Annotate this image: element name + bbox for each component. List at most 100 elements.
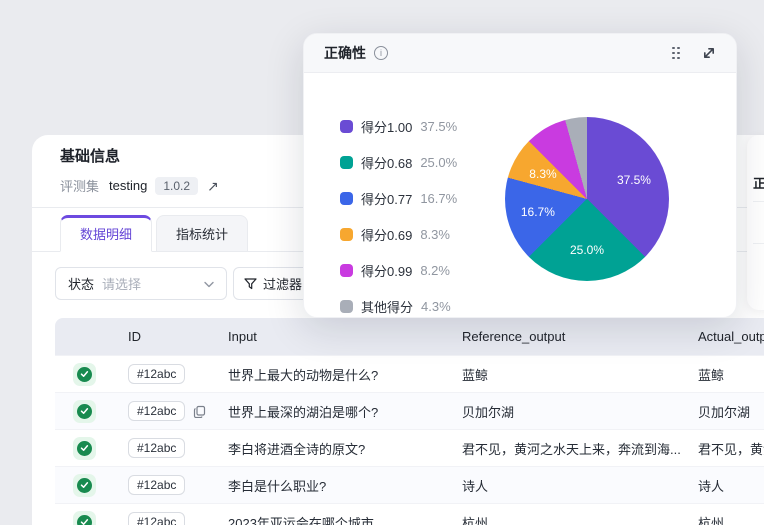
cell-status bbox=[55, 510, 113, 525]
cell-id: #12abc bbox=[113, 364, 226, 384]
chart-card-body: 得分1.00 37.5% 得分0.68 25.0% 得分0.77 16.7% 得… bbox=[304, 73, 736, 317]
legend-label: 得分0.69 bbox=[361, 228, 413, 243]
table-row[interactable]: #12abc 世界上最大的动物是什么? 蓝鲸 蓝鲸 bbox=[55, 355, 764, 392]
dataset-label: 评测集 bbox=[60, 179, 100, 194]
legend-swatch bbox=[340, 228, 353, 241]
cell-input: 世界上最深的湖泊是哪个? bbox=[228, 404, 379, 420]
drag-handle-icon[interactable] bbox=[672, 46, 680, 60]
row-id-tag: #12abc bbox=[128, 475, 186, 495]
version-badge: 1.0.2 bbox=[155, 176, 199, 195]
legend-label: 得分0.99 bbox=[361, 264, 413, 279]
legend-label: 其他得分 bbox=[361, 300, 414, 315]
table-body: #12abc 世界上最大的动物是什么? 蓝鲸 蓝鲸 #12abc 世界上最深的湖… bbox=[55, 355, 764, 525]
cell-reference-output: 贝加尔湖 bbox=[462, 404, 515, 420]
expand-icon[interactable] bbox=[702, 46, 716, 60]
cell-status bbox=[55, 436, 113, 460]
column-header-actual-output: Actual_output bbox=[698, 329, 764, 344]
background-card-title: 正 bbox=[753, 176, 764, 191]
legend-item[interactable]: 得分0.69 8.3% bbox=[340, 225, 457, 244]
legend-label: 得分0.77 bbox=[361, 192, 413, 207]
background-metric-card: 正 bbox=[747, 135, 764, 310]
external-link-icon[interactable]: ↗ bbox=[207, 177, 219, 194]
pie-chart[interactable]: 37.5% 25.0% 16.7% 8.3% bbox=[505, 117, 669, 281]
legend-percent: 37.5% bbox=[420, 119, 458, 134]
tab-bar: 数据明细 指标统计 bbox=[32, 215, 764, 252]
table-row[interactable]: #12abc 李白是什么职业? 诗人 诗人 bbox=[55, 466, 764, 503]
divider bbox=[753, 243, 764, 244]
status-pass-badge bbox=[72, 473, 96, 497]
legend-label: 得分1.00 bbox=[361, 120, 413, 135]
table-row[interactable]: #12abc 李白将进酒全诗的原文? 君不见，黄河之水天上来，奔流到海... 君… bbox=[55, 429, 764, 466]
filter-row: 状态 请选择 过滤器 bbox=[55, 267, 314, 300]
row-id-tag: #12abc bbox=[128, 512, 186, 525]
dataset-name: testing bbox=[109, 178, 148, 193]
check-icon bbox=[76, 440, 92, 456]
cell-input: 李白是什么职业? bbox=[228, 478, 327, 494]
copy-icon[interactable] bbox=[193, 405, 206, 418]
cell-id: #12abc bbox=[113, 475, 226, 495]
pie-slice-label: 37.5% bbox=[616, 172, 651, 187]
legend-swatch bbox=[340, 156, 353, 169]
legend-item[interactable]: 得分0.99 8.2% bbox=[340, 261, 457, 280]
status-select[interactable]: 状态 请选择 bbox=[55, 267, 227, 300]
legend-percent: 16.7% bbox=[420, 191, 458, 206]
filter-button[interactable]: 过滤器 bbox=[233, 267, 314, 300]
row-id-tag: #12abc bbox=[128, 401, 186, 421]
cell-reference-output: 蓝鲸 bbox=[462, 367, 489, 383]
check-icon bbox=[76, 514, 92, 525]
legend-percent: 25.0% bbox=[420, 155, 458, 170]
legend-item[interactable]: 其他得分 4.3% bbox=[340, 297, 457, 316]
status-pass-badge bbox=[72, 436, 96, 460]
cell-id: #12abc bbox=[113, 438, 226, 458]
status-select-placeholder: 请选择 bbox=[102, 277, 142, 292]
check-icon bbox=[76, 477, 92, 493]
cell-input: 李白将进酒全诗的原文? bbox=[228, 441, 366, 457]
cell-input: 2023年亚运会在哪个城市... bbox=[228, 515, 385, 525]
chart-card-title: 正确性 bbox=[324, 45, 366, 61]
info-icon[interactable]: i bbox=[374, 46, 388, 60]
legend-percent: 8.2% bbox=[420, 263, 450, 278]
status-pass-badge bbox=[72, 510, 96, 525]
cell-input: 世界上最大的动物是什么? bbox=[228, 367, 379, 383]
cell-id: #12abc bbox=[113, 401, 226, 421]
column-header-input: Input bbox=[228, 329, 257, 344]
cell-reference-output: 诗人 bbox=[462, 478, 489, 494]
cell-actual-output: 贝加尔湖 bbox=[698, 404, 751, 420]
funnel-icon bbox=[244, 277, 257, 290]
cell-status bbox=[55, 362, 113, 386]
row-id-tag: #12abc bbox=[128, 364, 186, 384]
table-row[interactable]: #12abc 世界上最深的湖泊是哪个? 贝加尔湖 贝加尔湖 bbox=[55, 392, 764, 429]
legend-label: 得分0.68 bbox=[361, 156, 413, 171]
table-header-row: ID Input Reference_output Actual_output bbox=[55, 318, 764, 355]
cell-reference-output: 杭州 bbox=[462, 515, 489, 525]
legend-swatch bbox=[340, 300, 353, 313]
chart-card-header: 正确性 i bbox=[304, 34, 736, 73]
legend-percent: 4.3% bbox=[421, 299, 451, 314]
legend-swatch bbox=[340, 120, 353, 133]
cell-reference-output: 君不见，黄河之水天上来，奔流到海... bbox=[462, 441, 681, 457]
cell-id: #12abc bbox=[113, 512, 226, 525]
cell-status bbox=[55, 399, 113, 423]
column-header-id: ID bbox=[128, 329, 141, 344]
chevron-down-icon bbox=[204, 276, 214, 291]
filter-button-label: 过滤器 bbox=[263, 277, 303, 292]
correctness-chart-card: 正确性 i 得分1.00 37.5% 得分0.68 25.0% 得分0.77 1… bbox=[303, 33, 737, 318]
legend-item[interactable]: 得分0.77 16.7% bbox=[340, 189, 457, 208]
pie-slice-label: 25.0% bbox=[569, 242, 605, 257]
table-row[interactable]: #12abc 2023年亚运会在哪个城市... 杭州 杭州 bbox=[55, 503, 764, 525]
check-icon bbox=[76, 403, 92, 419]
legend-swatch bbox=[340, 264, 353, 277]
cell-actual-output: 蓝鲸 bbox=[698, 367, 725, 383]
cell-actual-output: 诗人 bbox=[698, 478, 725, 494]
status-pass-badge bbox=[72, 399, 96, 423]
legend-item[interactable]: 得分1.00 37.5% bbox=[340, 117, 457, 136]
legend-item[interactable]: 得分0.68 25.0% bbox=[340, 153, 457, 172]
cell-actual-output: 君不见，黄河 bbox=[698, 441, 764, 457]
check-icon bbox=[76, 366, 92, 382]
tab-metric-stats[interactable]: 指标统计 bbox=[156, 215, 249, 251]
tab-data-detail[interactable]: 数据明细 bbox=[60, 215, 153, 252]
page-title: 基础信息 bbox=[60, 148, 121, 165]
status-select-label: 状态 bbox=[68, 277, 95, 292]
status-pass-badge bbox=[72, 362, 96, 386]
cell-actual-output: 杭州 bbox=[698, 515, 725, 525]
